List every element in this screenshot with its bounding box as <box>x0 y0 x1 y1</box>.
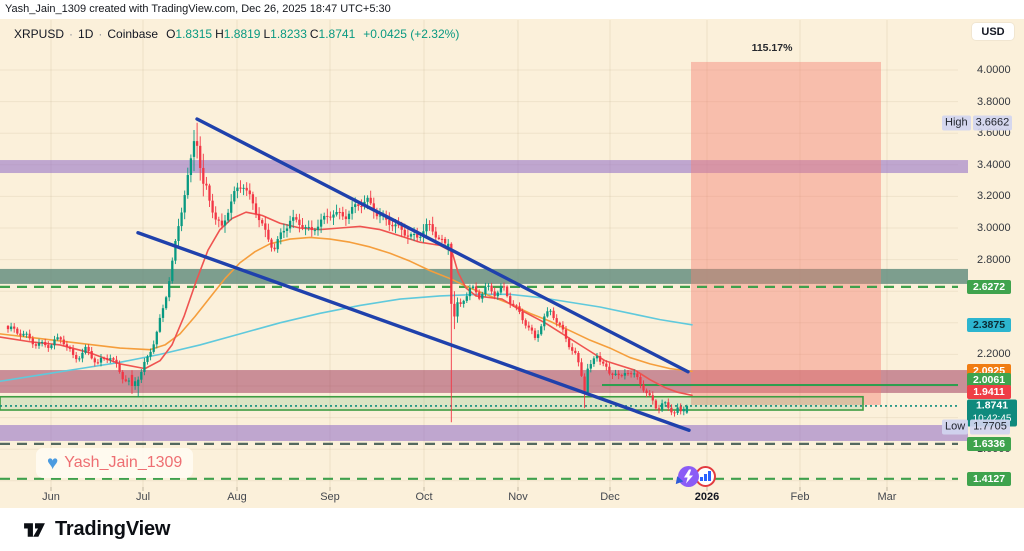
change-value: +0.0425 (+2.32%) <box>363 27 460 41</box>
time-tick-label: Sep <box>320 491 340 503</box>
price-level-chip: 2.0061 <box>967 373 1011 388</box>
time-tick-label: Mar <box>877 491 897 503</box>
chart-badge-icon[interactable] <box>695 466 716 487</box>
price-tick-label: 3.2000 <box>977 190 1011 203</box>
idea-badges[interactable] <box>672 466 716 487</box>
tradingview-wordmark[interactable]: TradingView <box>55 518 171 540</box>
symbol-name: XRPUSD <box>14 27 65 41</box>
ma-fast-red <box>0 211 693 397</box>
legend-separator: · <box>98 27 103 41</box>
price-tick-label: 3.4000 <box>977 158 1011 171</box>
ohlc-token: C1.8741 <box>309 27 356 41</box>
time-tick-label: Jun <box>42 491 60 503</box>
purple-upper-zone[interactable] <box>0 160 968 174</box>
footer-bar: TradingView <box>0 508 1024 551</box>
purple-lower-zone[interactable] <box>0 425 968 441</box>
time-tick-label: Oct <box>415 491 433 503</box>
watermark-username: Yash_Jain_1309 <box>64 454 183 471</box>
projection-percent-label: 115.17% <box>751 42 793 54</box>
price-level-chip: 1.6336 <box>967 436 1011 451</box>
bar-countdown: 10:42:45 <box>967 412 1017 425</box>
teal-zone[interactable] <box>0 268 968 284</box>
time-tick-label: Nov <box>508 491 528 503</box>
channel-lower[interactable] <box>136 231 691 432</box>
ohlc-token: O1.8315 <box>166 27 213 41</box>
ma-slow-cyan <box>0 293 693 383</box>
exchange-label: Coinbase <box>107 27 159 41</box>
ohlc-values: O1.8315 H1.8819 L1.8233 C1.8741 <box>163 27 355 41</box>
attribution-bar: Yash_Jain_1309 created with TradingView.… <box>0 0 1024 19</box>
time-tick-label: Feb <box>790 491 810 503</box>
price-tick-label: 2.8000 <box>977 253 1011 266</box>
heart-icon: ♥ <box>47 452 59 474</box>
demand-box[interactable] <box>0 395 864 411</box>
price-level-chip: 1.4127 <box>967 471 1011 486</box>
channel-upper[interactable] <box>195 117 690 374</box>
lightning-badge-icon[interactable] <box>672 466 699 487</box>
low-price-row: Low 1.7705 <box>942 419 1010 435</box>
time-tick-label: Jul <box>135 491 151 503</box>
price-level-chip: 1.9411 <box>967 385 1011 400</box>
legend-separator: · <box>69 27 74 41</box>
price-tick-label: 4.0000 <box>977 64 1011 76</box>
symbol-legend[interactable]: XRPUSD · 1D · Coinbase O1.8315 H1.8819 L1.… <box>14 27 459 41</box>
candles <box>6 122 689 423</box>
price-level-chip: 2.3875 <box>967 317 1011 332</box>
high-price-row: High 3.6662 <box>942 115 1013 131</box>
price-tick-label: 3.0000 <box>977 222 1011 234</box>
watermark[interactable]: ♥ Yash_Jain_1309 <box>36 448 194 478</box>
interval-label: 1D <box>78 27 94 41</box>
ma-mid-orange <box>0 236 693 373</box>
projection-box[interactable] <box>691 61 881 405</box>
price-tick-label: 2.2000 <box>977 348 1011 361</box>
maroon-zone[interactable] <box>0 370 968 393</box>
time-tick-label: Aug <box>227 491 247 503</box>
time-tick-label: 2026 <box>694 491 720 503</box>
currency-toggle-button[interactable]: USD <box>972 23 1014 40</box>
ohlc-token: L1.8233 <box>263 27 307 41</box>
ohlc-token: H1.8819 <box>215 27 261 41</box>
tradingview-logo-icon[interactable] <box>22 517 47 542</box>
price-level-chip: 2.6272 <box>967 279 1011 294</box>
time-tick-label: Dec <box>600 491 620 503</box>
price-tick-label: 3.8000 <box>977 95 1011 108</box>
